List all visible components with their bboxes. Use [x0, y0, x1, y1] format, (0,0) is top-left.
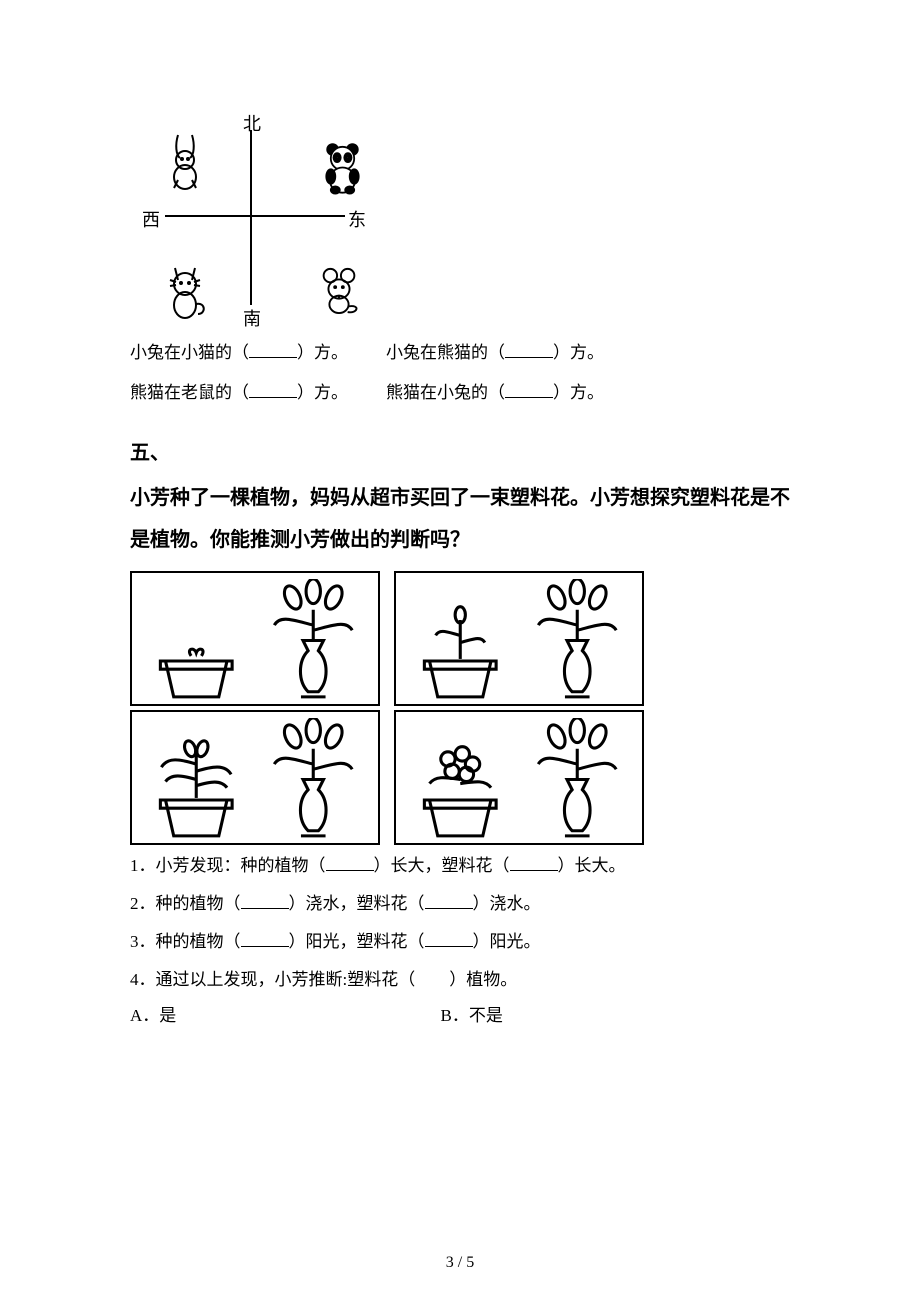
fill-line-1: 小兔在小猫的（ ）方。 小兔在熊猫的（ ）方。 — [130, 336, 790, 370]
blank — [249, 341, 297, 358]
blank — [510, 854, 558, 871]
axis-horizontal — [165, 215, 345, 217]
l1a-pre: 小兔在小猫的（ — [130, 343, 249, 362]
axis-vertical — [250, 130, 252, 305]
l2a-post: ）方。 — [297, 383, 348, 402]
blank — [425, 930, 473, 947]
label-east: 东 — [348, 206, 366, 232]
question-1: 1．小芳发现：种的植物（ ）长大，塑料花（ ）长大。 — [130, 849, 790, 883]
pot-sprout-icon — [409, 579, 512, 702]
plant-cell-3 — [130, 710, 380, 845]
blank — [241, 930, 289, 947]
q3-post: ）阳光。 — [473, 932, 541, 951]
page-number: 3 / 5 — [0, 1254, 920, 1272]
vase-flowers-icon — [526, 579, 629, 702]
blank — [249, 381, 297, 398]
plant-cell-4 — [394, 710, 644, 845]
fill-line-2: 熊猫在老鼠的（ ）方。 熊猫在小兔的（ ）方。 — [130, 376, 790, 410]
question-4: 4．通过以上发现，小芳推断:塑料花（ ）植物。 — [130, 963, 790, 997]
label-south: 南 — [243, 305, 261, 331]
q3-mid: ）阳光，塑料花（ — [289, 932, 425, 951]
q1-post: ）长大。 — [558, 856, 626, 875]
q1-mid: ）长大，塑料花（ — [374, 856, 510, 875]
question-2: 2．种的植物（ ）浇水，塑料花（ ）浇水。 — [130, 887, 790, 921]
mouse-icon — [315, 265, 363, 315]
section-5-header: 五、 — [130, 436, 790, 465]
blank — [326, 854, 374, 871]
blank — [505, 381, 553, 398]
section-5-paragraph: 小芳种了一棵植物，妈妈从超市买回了一束塑料花。小芳想探究塑料花是不是植物。你能推… — [130, 477, 790, 561]
vase-flowers-icon — [526, 718, 629, 841]
l1a-post: ）方。 — [297, 343, 348, 362]
pot-leafy-icon — [145, 718, 248, 841]
plant-grid — [130, 571, 654, 845]
l2b-pre: 熊猫在小兔的（ — [386, 383, 505, 402]
blank — [425, 892, 473, 909]
l2a-pre: 熊猫在老鼠的（ — [130, 383, 249, 402]
pot-bloom-icon — [409, 718, 512, 841]
q2-post: ）浇水。 — [473, 894, 541, 913]
question-3: 3．种的植物（ ）阳光，塑料花（ ）阳光。 — [130, 925, 790, 959]
q2-pre: 2．种的植物（ — [130, 894, 241, 913]
plant-cell-1 — [130, 571, 380, 706]
option-b: B．不是 — [441, 1001, 503, 1026]
blank — [505, 341, 553, 358]
vase-flowers-icon — [262, 579, 365, 702]
vase-flowers-icon — [262, 718, 365, 841]
label-north: 北 — [243, 110, 261, 136]
rabbit-icon — [160, 130, 210, 190]
label-west: 西 — [142, 206, 160, 232]
l1b-post: ）方。 — [553, 343, 604, 362]
panda-icon — [320, 140, 365, 195]
compass-diagram: 北 南 西 东 — [140, 110, 370, 330]
q1-pre: 1．小芳发现：种的植物（ — [130, 856, 326, 875]
pot-seedling-icon — [145, 579, 248, 702]
plant-cell-2 — [394, 571, 644, 706]
blank — [241, 892, 289, 909]
q3-pre: 3．种的植物（ — [130, 932, 241, 951]
options-line: A．是 B．不是 — [130, 1001, 790, 1026]
q2-mid: ）浇水，塑料花（ — [289, 894, 425, 913]
cat-icon — [160, 260, 210, 320]
option-a: A．是 — [130, 1006, 176, 1025]
l2b-post: ）方。 — [553, 383, 604, 402]
l1b-pre: 小兔在熊猫的（ — [386, 343, 505, 362]
